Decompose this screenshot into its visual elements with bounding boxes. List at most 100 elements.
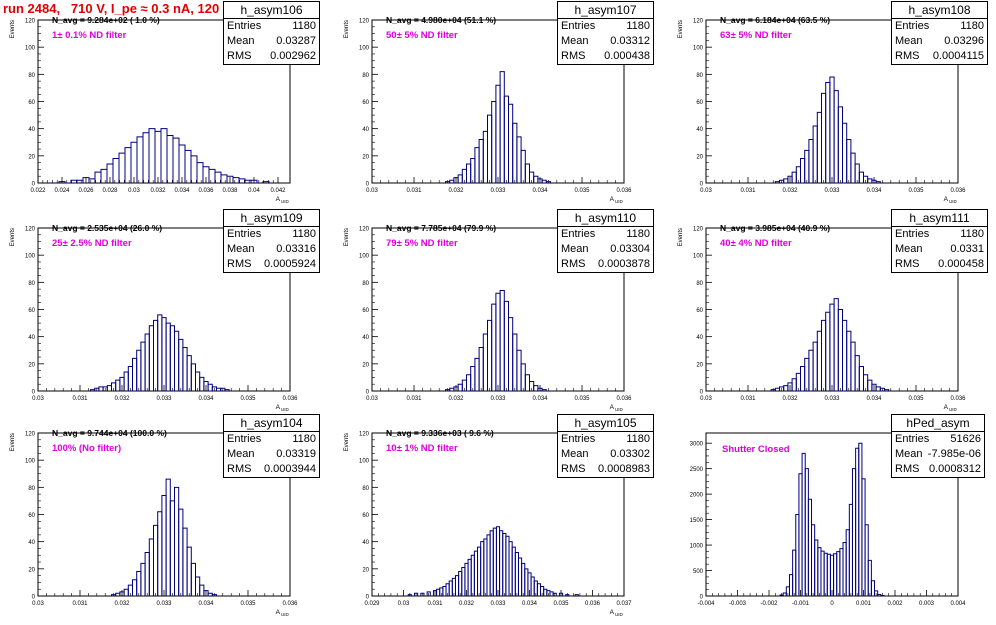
histogram-bin <box>837 106 843 183</box>
stats-key: Mean <box>227 243 255 255</box>
x-tick-label: 0.037 <box>616 601 632 607</box>
stats-row-rms: RMS 0.0003944 <box>224 462 319 477</box>
histogram-bin <box>800 366 806 391</box>
x-tick-label: 0.032 <box>114 601 130 607</box>
histogram-pad: 0 500 1000 1500 2000 2500 3000 -0.004 -0.003 -0.0… <box>668 414 988 625</box>
x-tick-label: 0.032 <box>459 601 475 607</box>
stats-row-rms: RMS 0.0003878 <box>558 257 653 272</box>
histogram-plot: 0 20 40 60 80 100 120 0.03 0.031 0.032 0.033 0.034 0… <box>344 19 632 205</box>
histogram-bin <box>474 147 480 183</box>
y-axis-label: Events <box>10 228 16 246</box>
y-tick-label: 100 <box>359 46 370 52</box>
x-axis-label: A <box>610 404 615 411</box>
histogram-plot: 0 20 40 60 80 100 120 0.029 0.03 0.031 0.032 0.033 0… <box>344 432 632 618</box>
histogram-bin <box>190 562 196 596</box>
histogram-bin <box>169 325 175 391</box>
stats-value: 1180 <box>626 228 650 240</box>
x-axis-label: A <box>276 196 281 203</box>
stats-value: 0.03316 <box>276 243 316 255</box>
histogram-bin <box>161 317 167 391</box>
histogram-bin <box>846 139 852 183</box>
x-tick-label: 0.032 <box>448 188 464 194</box>
histogram-bin <box>157 314 163 391</box>
histogram-bin <box>833 90 839 183</box>
y-tick-label: 120 <box>25 227 36 233</box>
x-tick-label: 0.026 <box>78 188 94 194</box>
y-tick-label: 20 <box>28 362 35 368</box>
x-tick-label: 0.029 <box>364 601 380 607</box>
histogram-bin <box>414 592 419 596</box>
histogram-bin <box>491 303 497 391</box>
stats-row-rms: RMS 0.000438 <box>558 49 653 64</box>
y-tick-label: 80 <box>696 281 703 287</box>
histogram-bin <box>842 122 848 183</box>
stats-row-entries: Entries 51626 <box>892 432 984 447</box>
histogram-bin <box>160 128 168 183</box>
x-tick-label: 0.033 <box>824 396 840 402</box>
x-tick-label: 0.03 <box>32 601 44 607</box>
y-tick-label: 1000 <box>690 544 704 550</box>
histogram-bin <box>199 376 205 391</box>
histogram-bin <box>783 385 789 391</box>
x-axis-label-subscript: UID <box>615 612 624 617</box>
x-tick-label: 0.033 <box>156 396 172 402</box>
histogram-plot: 0 20 40 60 80 100 120 0.03 0.031 0.032 0.033 0.034 0… <box>344 227 632 413</box>
histogram-bin <box>783 178 789 183</box>
stats-box: h_asym107 Entries 1180 Mean 0.03312 RMS 0.0004… <box>557 1 654 65</box>
histogram-pad: 0 20 40 60 80 100 120 0.03 0.031 0.032 0.033 0.034 0… <box>334 209 654 420</box>
histogram-bin <box>829 76 835 183</box>
x-tick-label: 0.035 <box>574 396 590 402</box>
x-tick-label: 0.035 <box>240 601 256 607</box>
x-tick-label: 0.032 <box>782 188 798 194</box>
y-tick-label: 100 <box>693 254 704 260</box>
histogram-bin <box>825 311 831 391</box>
y-tick-label: 60 <box>28 513 35 519</box>
histogram-bin <box>130 141 138 183</box>
histogram-bin <box>165 322 171 391</box>
stats-box: h_asym110 Entries 1180 Mean 0.03304 RMS 0.0003… <box>557 209 654 273</box>
histogram-bin <box>211 594 217 596</box>
histogram-bin <box>208 168 216 183</box>
n-avg-label: N_avg = 6.184e+04 (63.5 %) <box>720 15 831 25</box>
y-tick-label: 40 <box>696 335 703 341</box>
y-tick-label: 0 <box>366 390 370 396</box>
histogram-bin <box>574 594 579 596</box>
histogram-bin <box>182 347 188 391</box>
x-tick-label: 0.033 <box>490 188 506 194</box>
y-tick-label: 60 <box>362 100 369 106</box>
x-tick-label: 0.03 <box>366 396 378 402</box>
x-tick-label: 0.004 <box>950 601 966 607</box>
filter-label: 79± 5% ND filter <box>386 238 458 249</box>
x-tick-label: 0.03 <box>398 601 410 607</box>
x-tick-label: 0.042 <box>270 188 286 194</box>
y-tick-label: 40 <box>28 335 35 341</box>
stats-key: Mean <box>895 35 923 47</box>
y-tick-label: 100 <box>25 46 36 52</box>
y-tick-label: 0 <box>366 182 370 188</box>
histogram-bin <box>812 125 818 183</box>
histogram-bin <box>190 155 198 183</box>
stats-row-entries: Entries 1180 <box>892 227 987 242</box>
histogram-plot: 0 20 40 60 80 100 120 0.03 0.031 0.032 0.033 0.034 0… <box>10 227 298 413</box>
y-axis-label: Events <box>678 20 684 38</box>
histogram-bin <box>115 379 121 391</box>
y-tick-label: 100 <box>359 459 370 465</box>
y-tick-label: 20 <box>696 154 703 160</box>
stats-row-rms: RMS 0.002962 <box>224 49 319 64</box>
histogram-bin <box>100 168 108 183</box>
histogram-bin <box>124 147 132 183</box>
y-tick-label: 60 <box>362 513 369 519</box>
stats-value: 1180 <box>960 20 984 32</box>
x-tick-label: 0.032 <box>448 396 464 402</box>
stats-key: Entries <box>561 228 596 240</box>
histogram-bin <box>178 508 184 596</box>
histogram-bin <box>250 179 258 183</box>
x-tick-label: 0.031 <box>740 188 756 194</box>
stats-value: 0.0008312 <box>929 463 981 475</box>
histogram-bin <box>470 158 476 183</box>
x-tick-label: 0.036 <box>616 396 632 402</box>
stats-row-rms: RMS 0.0005924 <box>224 257 319 272</box>
histogram-bin <box>821 319 827 391</box>
histogram-bin <box>136 349 142 391</box>
histogram-bin <box>220 174 228 183</box>
